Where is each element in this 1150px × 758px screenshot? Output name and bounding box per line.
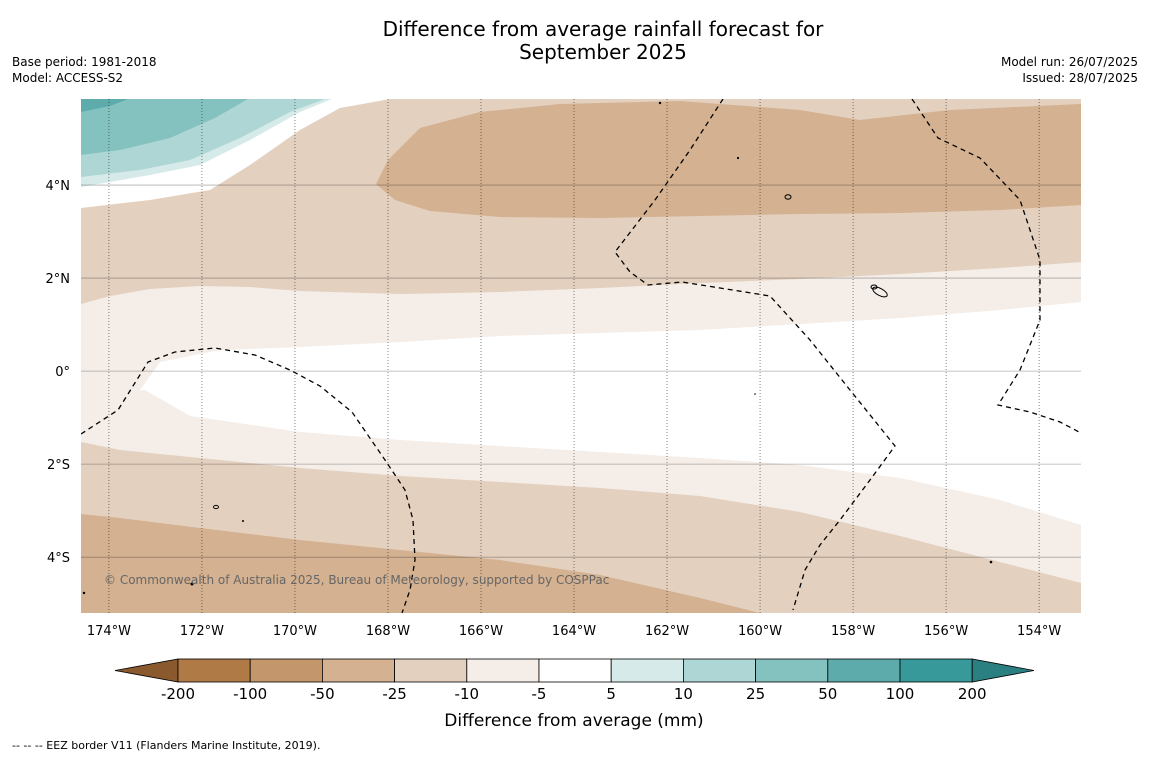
colorbar-segment-9 — [827, 658, 901, 683]
base-period: Base period: 1981-2018 — [12, 55, 157, 69]
islet-f — [754, 393, 756, 395]
colorbar-tick-label: -200 — [161, 685, 195, 703]
colorbar-segment-6 — [610, 658, 684, 683]
model-run: Model run: 26/07/2025 — [1000, 55, 1138, 69]
copyright-notice: © Commonwealth of Australia 2025, Bureau… — [104, 573, 609, 587]
lon-tick-label: 164°W — [552, 624, 596, 639]
band-nw-plus25 — [81, 99, 248, 155]
lon-tick-label: 162°W — [645, 624, 689, 639]
lon-tick-label: 156°W — [924, 624, 968, 639]
meta-left: Base period: 1981-2018 Model: ACCESS-S2 — [12, 54, 157, 86]
lat-tick-label: 0° — [55, 365, 70, 380]
lon-tick-label: 174°W — [87, 624, 131, 639]
eez-border-kiribati-line-east — [911, 99, 1081, 434]
lon-tick-label: 166°W — [459, 624, 503, 639]
colorbar-tick-label: -25 — [382, 685, 407, 703]
colorbar-tick-label: -100 — [233, 685, 267, 703]
colorbar-extend-low — [114, 658, 179, 683]
colorbar-segment-3 — [394, 658, 468, 683]
issued-date: Issued: 28/07/2025 — [1022, 71, 1138, 85]
islet-g — [82, 591, 86, 595]
colorbar-tick-label: 25 — [746, 685, 765, 703]
meta-right: Model run: 26/07/2025 Issued: 28/07/2025 — [1001, 54, 1138, 86]
colorbar-segment-4 — [466, 658, 540, 683]
colorbar-tick-label: -10 — [455, 685, 480, 703]
lat-tick-label: 2°N — [46, 272, 71, 287]
islet-e — [989, 560, 993, 564]
islet-d — [190, 582, 194, 586]
lat-tick-label: 2°S — [47, 458, 70, 473]
eez-border-kiribati-phoenix — [81, 347, 416, 613]
colorbar-segment-0 — [177, 658, 251, 683]
colorbar-tick-label: 100 — [886, 685, 915, 703]
lon-tick-label: 158°W — [831, 624, 875, 639]
colorbar-segment-7 — [683, 658, 757, 683]
band-north-minus50 — [376, 101, 1081, 218]
colorbar-tick-label: 5 — [606, 685, 616, 703]
islet-c — [242, 520, 244, 522]
model-name: Model: ACCESS-S2 — [12, 71, 124, 85]
band-south-minus50 — [81, 514, 760, 613]
islands — [213, 194, 888, 510]
colorbar-tick-label: -5 — [532, 685, 547, 703]
lon-tick-label: 154°W — [1017, 624, 1061, 639]
colorbar-tick-label: -50 — [310, 685, 335, 703]
islets — [82, 101, 993, 595]
colorbar-segment-1 — [249, 658, 323, 683]
islet-a — [658, 101, 662, 105]
map-area: © Commonwealth of Australia 2025, Bureau… — [81, 99, 1081, 613]
colorbar-tick-label: 50 — [818, 685, 837, 703]
colorbar-extend-high — [971, 658, 1035, 683]
lon-tick-label: 172°W — [180, 624, 224, 639]
colorbar-label: Difference from average (mm) — [444, 711, 703, 731]
eez-border-kiribati-line-west — [614, 99, 896, 611]
colorbar-tick-label: 10 — [674, 685, 693, 703]
lon-tick-label: 160°W — [738, 624, 782, 639]
colorbar: -200 -100 -50 -25 -10 -5 5 10 25 50 100 200 — [114, 658, 1035, 703]
title-line-1: Difference from average rainfall forecas… — [382, 17, 824, 41]
island-c — [213, 504, 219, 510]
island-a — [784, 194, 792, 200]
map-title: Difference from average rainfall forecas… — [0, 18, 1150, 64]
lat-tick-label: 4°N — [46, 179, 71, 194]
band-nw-plus50 — [81, 99, 128, 112]
title-line-2: September 2025 — [519, 40, 687, 64]
lon-tick-label: 170°W — [273, 624, 317, 639]
islet-b — [736, 156, 740, 160]
eez-footnote: -- -- -- EEZ border V11 (Flanders Marine… — [12, 739, 321, 752]
colorbar-tick-label: 200 — [958, 685, 987, 703]
lon-tick-label: 168°W — [366, 624, 410, 639]
island-kiritimati — [872, 286, 888, 298]
colorbar-segment-10 — [899, 658, 973, 683]
latitude-labels: 4°N 2°N 0° 2°S 4°S — [46, 179, 71, 566]
colorbar-segment-5 — [538, 658, 612, 683]
island-kiritimati-lagoon — [870, 284, 878, 290]
eez-borders — [81, 99, 1081, 613]
colorbar-segment-8 — [755, 658, 829, 683]
lat-tick-label: 4°S — [47, 551, 70, 566]
colorbar-segment-2 — [321, 658, 395, 683]
latitude-gridlines — [81, 184, 1081, 558]
longitude-labels: 174°W 172°W 170°W 168°W 166°W 164°W 162°W 160°W… — [87, 624, 1062, 639]
